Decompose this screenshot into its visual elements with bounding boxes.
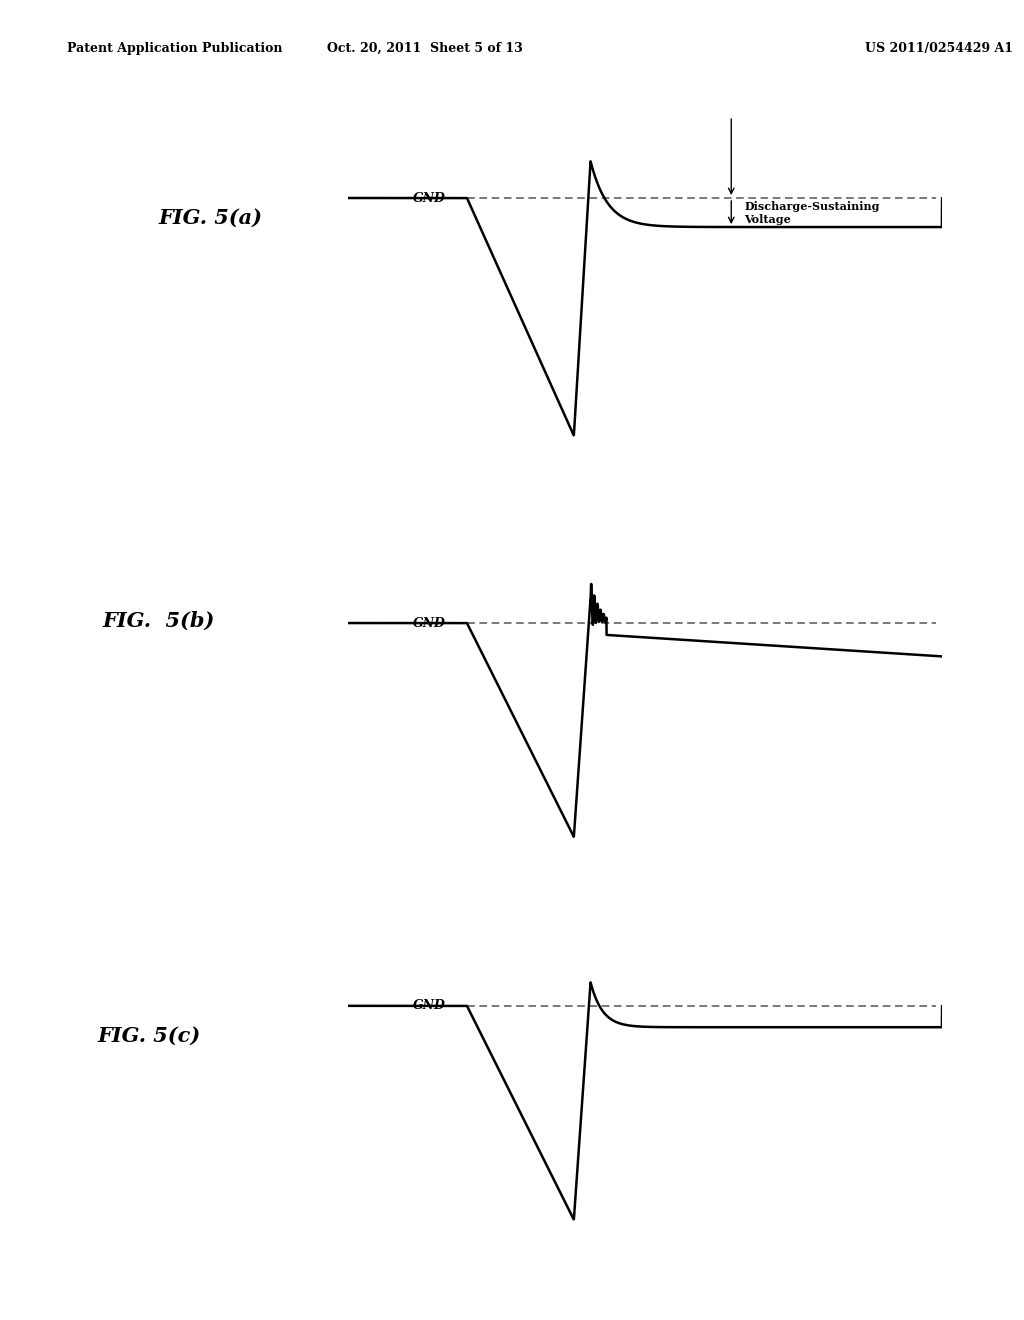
- Text: FIG. 5(c): FIG. 5(c): [97, 1026, 201, 1047]
- Text: GND: GND: [414, 616, 446, 630]
- Text: Patent Application Publication: Patent Application Publication: [67, 42, 282, 55]
- Text: FIG. 5(a): FIG. 5(a): [159, 207, 263, 228]
- Text: US 2011/0254429 A1: US 2011/0254429 A1: [865, 42, 1014, 55]
- Text: Oct. 20, 2011  Sheet 5 of 13: Oct. 20, 2011 Sheet 5 of 13: [327, 42, 523, 55]
- Text: GND: GND: [414, 999, 446, 1012]
- Text: Discharge-Sustaining
Voltage: Discharge-Sustaining Voltage: [744, 201, 880, 224]
- Text: FIG.  5(b): FIG. 5(b): [102, 610, 215, 631]
- Text: GND: GND: [414, 191, 446, 205]
